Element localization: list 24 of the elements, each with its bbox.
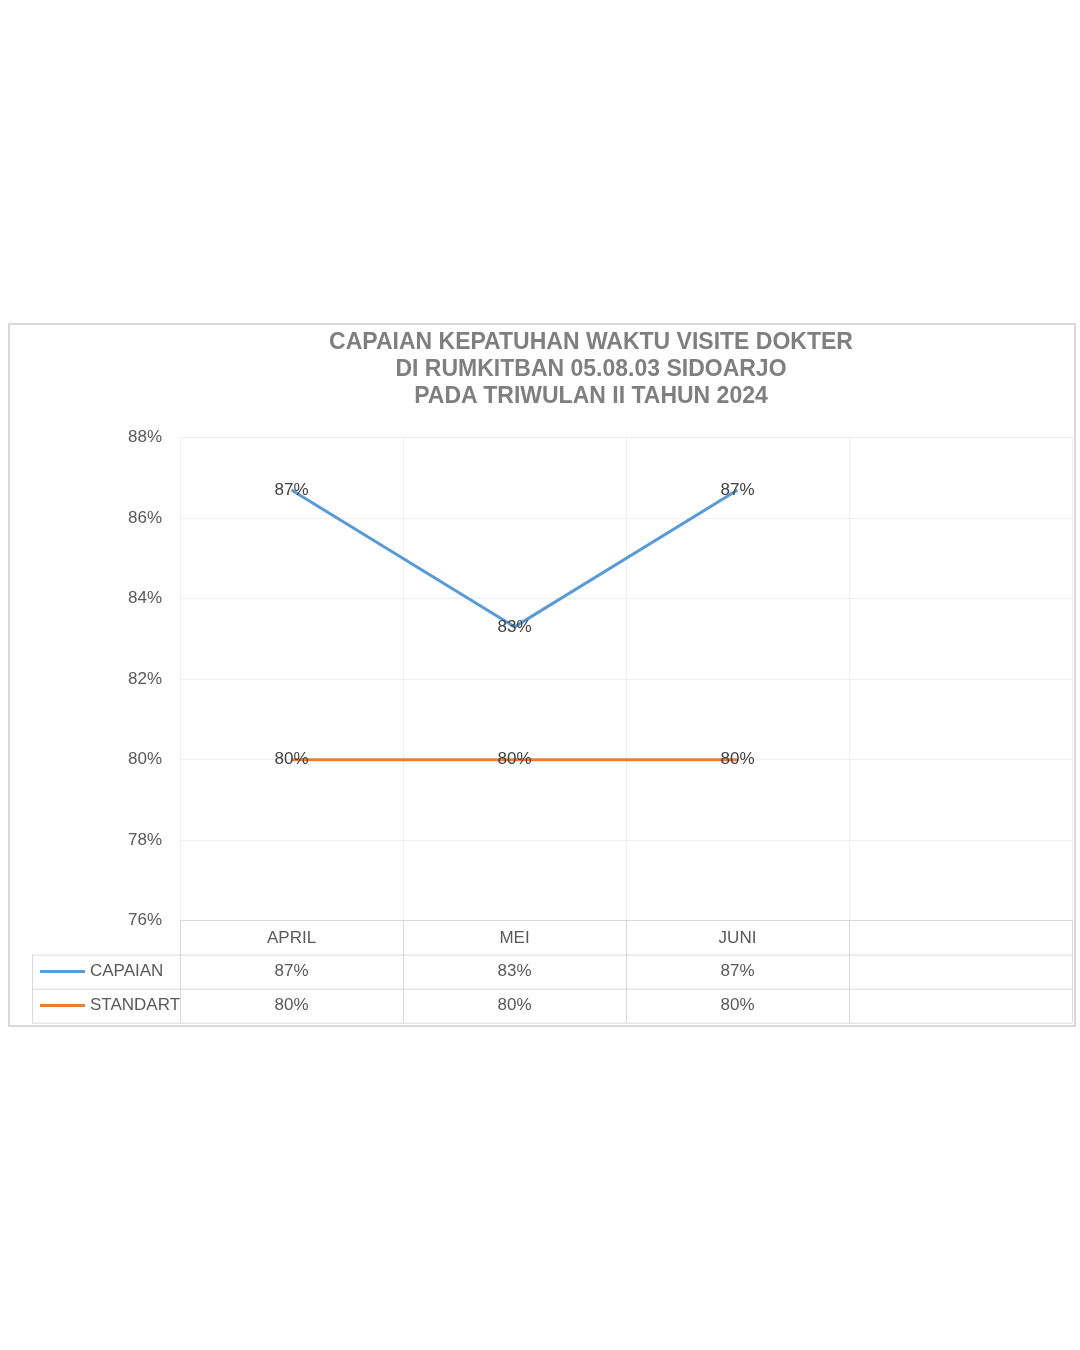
chart-title: CAPAIAN KEPATUHAN WAKTU VISITE DOKTER DI RUMKITBAN 05.08.03 SIDOARJO PADA TRIWULAN II TAHUN 2024 [329, 327, 854, 408]
text: 87% [274, 479, 309, 499]
y-tick-label: 80% [127, 749, 163, 769]
text: 80% [274, 749, 309, 769]
x-tick-label: APRIL [266, 928, 317, 948]
y-tick-label: 88% [127, 427, 163, 447]
y-tick-label: 84% [127, 588, 163, 608]
legend-label: CAPAIAN [90, 961, 164, 981]
text: 87% [720, 479, 755, 499]
y-tick-label: 76% [127, 910, 163, 930]
data-label: 80% [274, 995, 309, 1015]
y-tick-label: 86% [127, 507, 163, 527]
x-tick-label: JUNI [718, 928, 757, 948]
data-label: 83% [497, 961, 532, 981]
y-tick-label: 78% [127, 829, 163, 849]
data-label: 80% [497, 995, 532, 1015]
y-tick-label: 82% [127, 668, 163, 688]
data-label: 87% [274, 961, 309, 981]
x-tick-label: MEI [499, 928, 530, 948]
legend-label: STANDART [90, 995, 181, 1015]
data-label: 87% [720, 961, 755, 981]
text: 80% [720, 749, 755, 769]
data-label: 80% [720, 995, 755, 1015]
text: 83% [497, 616, 532, 636]
